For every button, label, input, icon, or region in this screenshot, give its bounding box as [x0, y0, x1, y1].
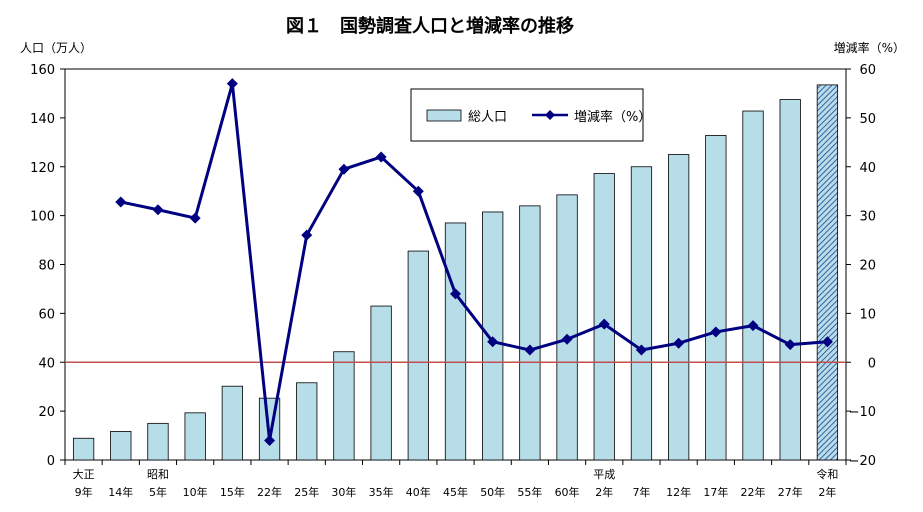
right-tick-label-4: 20 [859, 259, 876, 274]
rate-marker-19 [784, 339, 796, 351]
rate-marker-13 [561, 333, 573, 345]
x-label-2: 5年 [149, 485, 167, 499]
x-label-0: 9年 [75, 485, 93, 499]
x-label-9: 40年 [406, 485, 431, 499]
x-label-17: 17年 [703, 485, 728, 499]
rate-marker-17 [710, 326, 722, 338]
bar-population-2 [147, 422, 169, 461]
left-tick-label-4: 80 [38, 259, 55, 274]
rate-marker-14 [598, 318, 610, 330]
right-tick-label-5: 30 [859, 210, 876, 225]
bar-population-14 [593, 173, 615, 461]
rate-marker-9 [412, 185, 424, 197]
x-label-16: 12年 [666, 485, 691, 499]
bar-population-11 [482, 211, 504, 461]
bar-population-7 [333, 351, 355, 461]
left-tick-label-0: 0 [47, 454, 55, 469]
era-label-3: 令和 [816, 467, 838, 481]
rate-marker-5 [264, 434, 276, 446]
rate-marker-6 [301, 229, 313, 241]
growth-rate-line [120, 82, 828, 442]
right-tick-label-3: 10 [859, 307, 876, 322]
rate-marker-12 [524, 344, 536, 356]
x-label-10: 45年 [443, 485, 468, 499]
legend: 総人口 増減率（%） [410, 88, 651, 142]
rate-marker-8 [375, 151, 387, 163]
growth-rate-line-group [115, 78, 833, 446]
bar-population-10 [444, 222, 467, 461]
rate-marker-11 [487, 336, 499, 348]
bar-population-13 [556, 194, 578, 461]
bar-population-9 [407, 250, 429, 461]
x-label-5: 22年 [257, 485, 282, 499]
rate-marker-10 [450, 288, 461, 300]
x-label-20: 2年 [818, 485, 836, 499]
x-label-19: 27年 [778, 485, 803, 499]
rate-marker-20 [821, 336, 833, 348]
rate-marker-2 [152, 204, 164, 216]
right-tick-label-6: 40 [859, 161, 876, 176]
axes: 0 20 40 60 80 100 120 140 160 −20 −10 0 10 20 30 40 50 60 [30, 63, 876, 469]
right-tick-label-1: −10 [849, 405, 876, 420]
left-tick-label-1: 20 [38, 405, 55, 420]
right-tick-label-7: 50 [859, 112, 876, 127]
x-label-7: 30年 [331, 485, 356, 499]
era-label-1: 昭和 [147, 468, 169, 481]
rate-marker-4 [226, 78, 238, 90]
rate-marker-3 [189, 212, 201, 224]
left-tick-label-2: 40 [38, 356, 55, 371]
x-axis-labels: 9年 14年 5年 10年 15年 22年 25年 30年 35年 40年 45年 50年 55年 60年… [64, 460, 847, 499]
bar-population-0 [72, 437, 95, 461]
x-label-11: 50年 [480, 485, 505, 499]
legend-population-label: 総人口 [468, 110, 507, 125]
rate-marker-18 [747, 320, 759, 332]
x-label-15: 7年 [632, 485, 650, 499]
x-label-18: 22年 [741, 485, 766, 499]
bar-population-19 [779, 99, 801, 461]
bar-population-12 [519, 205, 541, 461]
bar-population-15 [630, 166, 653, 461]
bar-population-18 [742, 110, 764, 461]
x-label-14: 2年 [595, 485, 613, 499]
rate-marker-7 [338, 163, 350, 175]
x-label-6: 25年 [294, 485, 319, 499]
x-label-8: 35年 [369, 485, 394, 499]
chart-title: 図１ 国勢調査人口と増減率の推移 [286, 15, 574, 37]
legend-line-marker [545, 110, 555, 120]
x-label-12: 55年 [517, 485, 542, 499]
x-label-1: 14年 [108, 485, 133, 499]
right-tick-label-8: 60 [859, 63, 876, 78]
left-axis-label: 人口（万人） [20, 41, 92, 55]
bar-population-16 [668, 154, 690, 461]
x-label-3: 10年 [183, 485, 208, 499]
population-bars [72, 84, 839, 461]
left-tick-label-3: 60 [38, 307, 55, 322]
rate-marker-16 [673, 337, 685, 349]
rate-marker-1 [115, 196, 127, 208]
left-tick-label-6: 120 [30, 161, 55, 176]
legend-bar-swatch [426, 109, 462, 122]
bar-population-4 [221, 385, 243, 461]
bar-population-17 [705, 135, 727, 461]
left-tick-label-5: 100 [30, 210, 55, 225]
era-label-0: 大正 [73, 467, 95, 481]
rate-marker-15 [635, 344, 647, 356]
x-label-4: 15年 [220, 485, 245, 499]
bar-population-1 [110, 431, 132, 461]
left-tick-label-8: 160 [30, 63, 55, 78]
bar-population-8 [370, 305, 392, 461]
left-tick-label-7: 140 [30, 112, 55, 127]
right-tick-label-2: 0 [868, 356, 876, 371]
legend-rate-label: 増減率（%） [574, 109, 651, 125]
bar-population-20 [816, 84, 839, 461]
bar-population-3 [184, 412, 206, 461]
right-tick-label-0: −20 [849, 454, 876, 469]
x-label-13: 60年 [555, 485, 580, 499]
era-label-2: 平成 [593, 468, 615, 481]
bar-population-6 [296, 382, 318, 461]
right-axis-label: 増減率（%） [834, 40, 905, 55]
